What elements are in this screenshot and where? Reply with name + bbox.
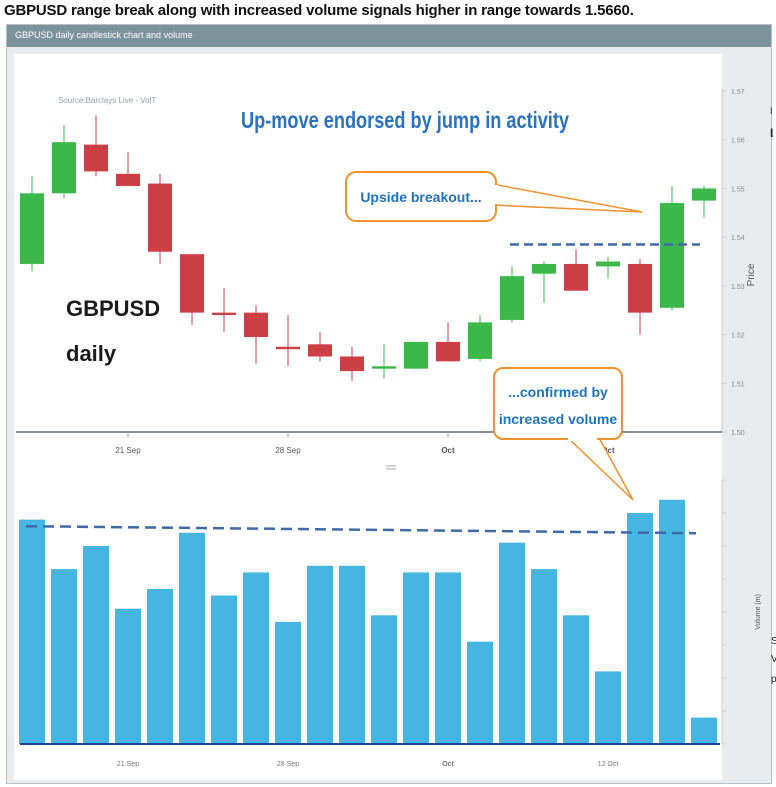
volume-callout-box — [493, 367, 623, 440]
volume-bar — [211, 595, 237, 744]
candle-down — [212, 312, 236, 316]
price-x-tick-label: Oct — [601, 446, 615, 455]
price-tick-label: 1.57 — [731, 89, 745, 96]
cropped-edge-glyph: I — [770, 126, 774, 140]
candle-up — [660, 203, 684, 308]
volume-x-tick-label: Oct — [442, 761, 454, 768]
volume-callout-text-line1: ...confirmed by — [508, 384, 608, 400]
price-tick-label: 1.55 — [731, 186, 745, 193]
volume-bar — [51, 569, 77, 744]
breakout-callout-text: Upside breakout... — [360, 189, 481, 205]
timeframe-label: daily — [66, 341, 117, 366]
volume-average-dashed-line — [25, 524, 697, 535]
panel-title: GBPUSD daily candlestick chart and volum… — [15, 30, 193, 40]
candle-down — [340, 356, 364, 372]
volume-x-tick-label: 28 Sep — [277, 761, 299, 768]
cropped-edge-glyph: S — [771, 636, 776, 647]
volume-bar — [627, 513, 653, 744]
volume-bar — [307, 565, 333, 744]
chart-title: Up-move endorsed by jump in activity — [241, 107, 569, 133]
price-tick-label: 1.51 — [731, 381, 745, 388]
volume-bar — [691, 717, 717, 744]
candle-up — [500, 276, 524, 320]
volume-bar — [435, 572, 461, 744]
volume-axis-title: Volume (m) — [755, 594, 762, 630]
volume-bar — [659, 499, 685, 744]
volume-x-tick-label: 12 Oct — [598, 761, 619, 768]
candle-up — [596, 261, 620, 267]
callout-pointer — [564, 435, 634, 501]
volume-bar — [275, 621, 301, 744]
volume-bar — [179, 532, 205, 744]
price-axis-title: Price — [746, 263, 757, 286]
volume-x-tick-label: 21 Sep — [117, 761, 139, 768]
volume-bar — [563, 615, 589, 744]
callout-joint-mask — [489, 185, 498, 204]
volume-bar — [115, 608, 141, 744]
price-tick-label: 1.54 — [731, 235, 745, 242]
price-tick-label: 1.50 — [731, 430, 745, 437]
price-tick-label: 1.56 — [731, 138, 745, 145]
volume-bar — [499, 542, 525, 744]
candle-up — [532, 263, 556, 274]
candle-up — [20, 193, 44, 264]
candle-down — [148, 183, 172, 252]
cropped-edge-glyph: V — [771, 654, 776, 665]
volume-callout-text-line2: increased volume — [499, 411, 617, 427]
volume-bar — [403, 572, 429, 744]
panel-header: GBPUSD daily candlestick chart and volum… — [7, 25, 771, 47]
cropped-edge-glyph: I — [770, 106, 773, 116]
instrument-label: GBPUSD — [66, 296, 160, 321]
candle-down — [436, 341, 460, 362]
candle-up — [468, 322, 492, 359]
cropped-edge-glyph: p — [771, 674, 776, 685]
volume-bar — [595, 671, 621, 744]
candle-up — [692, 188, 716, 201]
candle-down — [276, 346, 300, 350]
volume-bar — [243, 572, 269, 744]
candle-up — [404, 341, 428, 369]
candle-up — [52, 142, 76, 194]
callout-joint-mask — [568, 432, 597, 441]
candle-down — [84, 144, 108, 172]
price-tick-label: 1.53 — [731, 284, 745, 291]
price-x-tick-label: 28 Sep — [275, 446, 301, 455]
callout-pointer — [491, 183, 643, 213]
candle-down — [116, 173, 140, 186]
volume-bar — [339, 565, 365, 744]
candle-down — [180, 254, 204, 313]
volume-bar — [19, 519, 45, 744]
candle-down — [308, 344, 332, 357]
headline: GBPUSD range break along with increased … — [4, 2, 634, 19]
volume-bar — [147, 588, 173, 744]
price-x-tick-label: Oct — [441, 446, 455, 455]
volume-bar — [371, 615, 397, 744]
price-tick-label: 1.52 — [731, 333, 745, 340]
price-x-tick-label: 21 Sep — [115, 446, 141, 455]
volume-bar — [531, 569, 557, 744]
volume-bar — [83, 546, 109, 744]
source-label: Source:Barclays Live - VolT — [58, 96, 156, 105]
candle-down — [564, 263, 588, 291]
volume-bar — [467, 641, 493, 744]
candle-up — [372, 366, 396, 369]
candle-down — [244, 312, 268, 338]
candle-down — [628, 263, 652, 313]
